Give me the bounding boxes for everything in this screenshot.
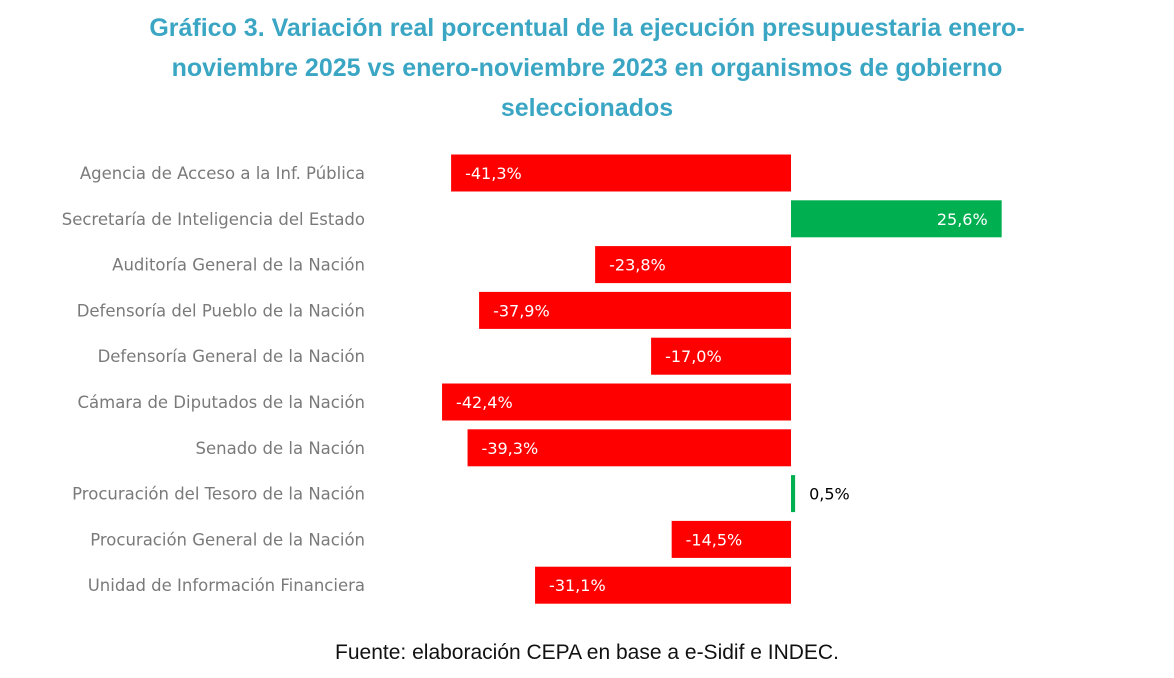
chart-title-line-2: noviembre 2025 vs enero-noviembre 2023 e… (171, 54, 1003, 82)
category-label: Defensoría General de la Nación (98, 347, 365, 366)
data-label: -31,1% (549, 576, 606, 595)
data-label: 0,5% (809, 485, 850, 504)
data-label: 25,6% (937, 210, 988, 229)
chart-source: Fuente: elaboración CEPA en base a e-Sid… (335, 641, 839, 664)
bar (442, 383, 791, 421)
bar (535, 566, 791, 604)
category-label: Procuración del Tesoro de la Nación (72, 485, 365, 504)
category-label: Auditoría General de la Nación (112, 256, 365, 275)
chart-title: Gráfico 3. Variación real porcentual de … (0, 8, 1174, 128)
category-label: Senado de la Nación (196, 439, 365, 458)
data-label: -14,5% (686, 530, 743, 549)
category-label: Procuración General de la Nación (90, 530, 365, 549)
chart-title-line-1: Gráfico 3. Variación real porcentual de … (149, 14, 1025, 42)
chart-title-line-3: seleccionados (500, 94, 674, 122)
bar (651, 337, 791, 375)
category-label: Unidad de Información Financiera (88, 576, 365, 595)
category-label: Secretaría de Inteligencia del Estado (62, 210, 365, 229)
bar (671, 520, 791, 558)
data-label: -37,9% (493, 301, 550, 320)
data-label: -17,0% (665, 347, 722, 366)
data-label: -42,4% (456, 393, 513, 412)
category-label: Cámara de Diputados de la Nación (77, 393, 365, 412)
bar (791, 475, 796, 513)
bar (467, 429, 791, 467)
data-label: -41,3% (465, 164, 522, 183)
bar (595, 246, 791, 284)
bar (479, 291, 791, 329)
category-label: Agencia de Acceso a la Inf. Pública (80, 164, 365, 183)
category-label: Defensoría del Pueblo de la Nación (77, 301, 365, 320)
data-label: -23,8% (609, 256, 666, 275)
bar (451, 154, 791, 192)
bar (791, 200, 1002, 238)
data-label: -39,3% (482, 439, 539, 458)
